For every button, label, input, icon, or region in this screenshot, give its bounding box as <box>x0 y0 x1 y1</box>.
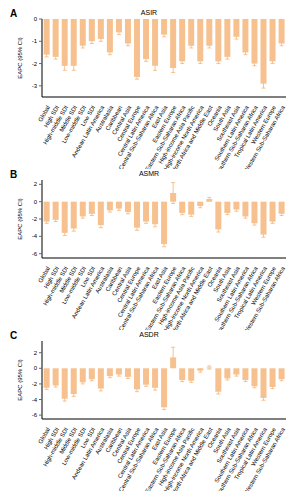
svg-text:-6: -6 <box>32 251 38 257</box>
svg-text:Western Europe: Western Europe <box>250 104 277 146</box>
svg-text:-4: -4 <box>32 233 38 239</box>
svg-text:Tropical Latin America: Tropical Latin America <box>233 104 268 159</box>
svg-text:Andean Latin America: Andean Latin America <box>70 265 106 320</box>
svg-text:Central Latin America: Central Latin America <box>116 104 151 158</box>
svg-text:East Asia: East Asia <box>150 426 169 452</box>
svg-text:Andean Latin America: Andean Latin America <box>70 104 106 159</box>
svg-text:Western Sub-Saharan Africa: Western Sub-Saharan Africa <box>243 265 286 330</box>
svg-text:High-income Asia Pacific: High-income Asia Pacific <box>157 426 196 487</box>
svg-text:Central Europe: Central Europe <box>116 426 142 465</box>
svg-text:High-income Asia Pacific: High-income Asia Pacific <box>157 104 196 165</box>
svg-text:East Asia: East Asia <box>150 265 169 291</box>
svg-text:Oceania: Oceania <box>206 104 223 127</box>
svg-text:EAPC (95% CI): EAPC (95% CI) <box>17 37 23 79</box>
svg-text:East Asia: East Asia <box>150 104 169 130</box>
svg-text:-2: -2 <box>32 216 38 222</box>
svg-text:0: 0 <box>34 16 38 22</box>
html-text:B: B <box>10 169 18 180</box>
svg-text:Central Europe: Central Europe <box>116 104 142 143</box>
svg-text:-4: -4 <box>32 397 38 403</box>
svg-text:Tropical Latin America: Tropical Latin America <box>233 265 268 320</box>
svg-text:Western Europe: Western Europe <box>250 265 277 307</box>
svg-text:EAPC (95% CI): EAPC (95% CI) <box>17 359 23 401</box>
svg-text:North Africa and Middle East: North Africa and Middle East <box>171 426 214 491</box>
svg-text:Global: Global <box>37 265 52 284</box>
svg-text:Southern Latin America: Southern Latin America <box>213 104 250 162</box>
svg-text:Southern Latin America: Southern Latin America <box>213 265 250 323</box>
svg-text:Central Latin America: Central Latin America <box>116 265 151 319</box>
svg-text:High SDI: High SDI <box>42 104 61 129</box>
svg-text:0: 0 <box>34 365 38 371</box>
svg-text:High SDI: High SDI <box>42 265 61 290</box>
svg-text:Middle SDI: Middle SDI <box>58 426 79 455</box>
html-text:ASIR: ASIR <box>140 9 158 16</box>
svg-text:Central Asia: Central Asia <box>111 104 133 136</box>
svg-text:2: 2 <box>34 181 38 187</box>
svg-text:Low-middle SDI: Low-middle SDI <box>60 265 88 306</box>
svg-text:Low-middle SDI: Low-middle SDI <box>60 104 88 145</box>
svg-text:Southeast Asia: Southeast Asia <box>215 426 241 465</box>
svg-text:Global: Global <box>37 104 52 123</box>
svg-text:Western Sub-Saharan Africa: Western Sub-Saharan Africa <box>243 426 286 491</box>
svg-text:High-middle SDI: High-middle SDI <box>42 265 70 307</box>
svg-text:EAPC (95% CI): EAPC (95% CI) <box>17 198 23 240</box>
svg-text:Southeast Asia: Southeast Asia <box>215 104 241 143</box>
svg-text:Central Asia: Central Asia <box>111 426 133 458</box>
svg-text:Caribbean: Caribbean <box>104 265 124 293</box>
svg-text:North Africa and Middle East: North Africa and Middle East <box>171 104 214 169</box>
svg-text:Western Europe: Western Europe <box>250 426 277 468</box>
svg-text:Low SDI: Low SDI <box>79 104 97 128</box>
svg-text:Low-middle SDI: Low-middle SDI <box>60 426 88 467</box>
svg-text:South Asia: South Asia <box>212 104 232 133</box>
svg-text:-1: -1 <box>32 38 38 44</box>
svg-text:Central Latin America: Central Latin America <box>116 426 151 480</box>
svg-text:Andean Latin America: Andean Latin America <box>70 426 106 481</box>
svg-text:-2: -2 <box>32 381 38 387</box>
svg-text:Caribbean: Caribbean <box>104 426 124 454</box>
svg-text:North Africa and Middle East: North Africa and Middle East <box>171 265 214 330</box>
svg-text:Southern Latin America: Southern Latin America <box>213 426 250 484</box>
svg-text:High-income Asia Pacific: High-income Asia Pacific <box>157 265 196 326</box>
svg-text:Middle SDI: Middle SDI <box>58 265 79 294</box>
svg-text:Middle SDI: Middle SDI <box>58 104 79 133</box>
svg-text:Western Sub-Saharan Africa: Western Sub-Saharan Africa <box>243 104 286 169</box>
svg-text:Low SDI: Low SDI <box>79 265 97 289</box>
svg-text:-2: -2 <box>32 61 38 67</box>
svg-text:Caribbean: Caribbean <box>104 104 124 132</box>
svg-text:2: 2 <box>34 350 38 356</box>
html-text:ASMR: ASMR <box>138 170 160 177</box>
svg-text:Oceania: Oceania <box>206 265 223 288</box>
svg-text:Southeast Asia: Southeast Asia <box>215 265 241 304</box>
svg-text:Central Europe: Central Europe <box>116 265 142 304</box>
html-text:A: A <box>10 8 18 19</box>
svg-text:Australasia: Australasia <box>94 265 115 295</box>
svg-text:-6: -6 <box>32 412 38 418</box>
svg-text:Low SDI: Low SDI <box>79 426 97 450</box>
svg-text:Oceania: Oceania <box>206 426 223 449</box>
svg-text:High-middle SDI: High-middle SDI <box>42 426 70 468</box>
svg-text:Eastern Europe: Eastern Europe <box>151 426 178 466</box>
svg-text:-3: -3 <box>32 83 38 89</box>
html-text:ASDR: ASDR <box>139 331 159 338</box>
svg-text:Global: Global <box>37 426 52 445</box>
svg-text:Australasia: Australasia <box>94 104 115 134</box>
html-text:C: C <box>10 330 18 341</box>
svg-text:Tropical Latin America: Tropical Latin America <box>233 426 268 481</box>
svg-text:South Asia: South Asia <box>212 426 232 455</box>
svg-text:High SDI: High SDI <box>42 426 61 451</box>
svg-text:Central Asia: Central Asia <box>111 265 133 297</box>
svg-text:Eastern Europe: Eastern Europe <box>151 265 178 305</box>
svg-text:Australasia: Australasia <box>94 426 115 456</box>
svg-text:0: 0 <box>34 199 38 205</box>
svg-text:Eastern Europe: Eastern Europe <box>151 104 178 144</box>
svg-text:High-middle SDI: High-middle SDI <box>42 104 70 146</box>
svg-text:South Asia: South Asia <box>212 265 232 294</box>
